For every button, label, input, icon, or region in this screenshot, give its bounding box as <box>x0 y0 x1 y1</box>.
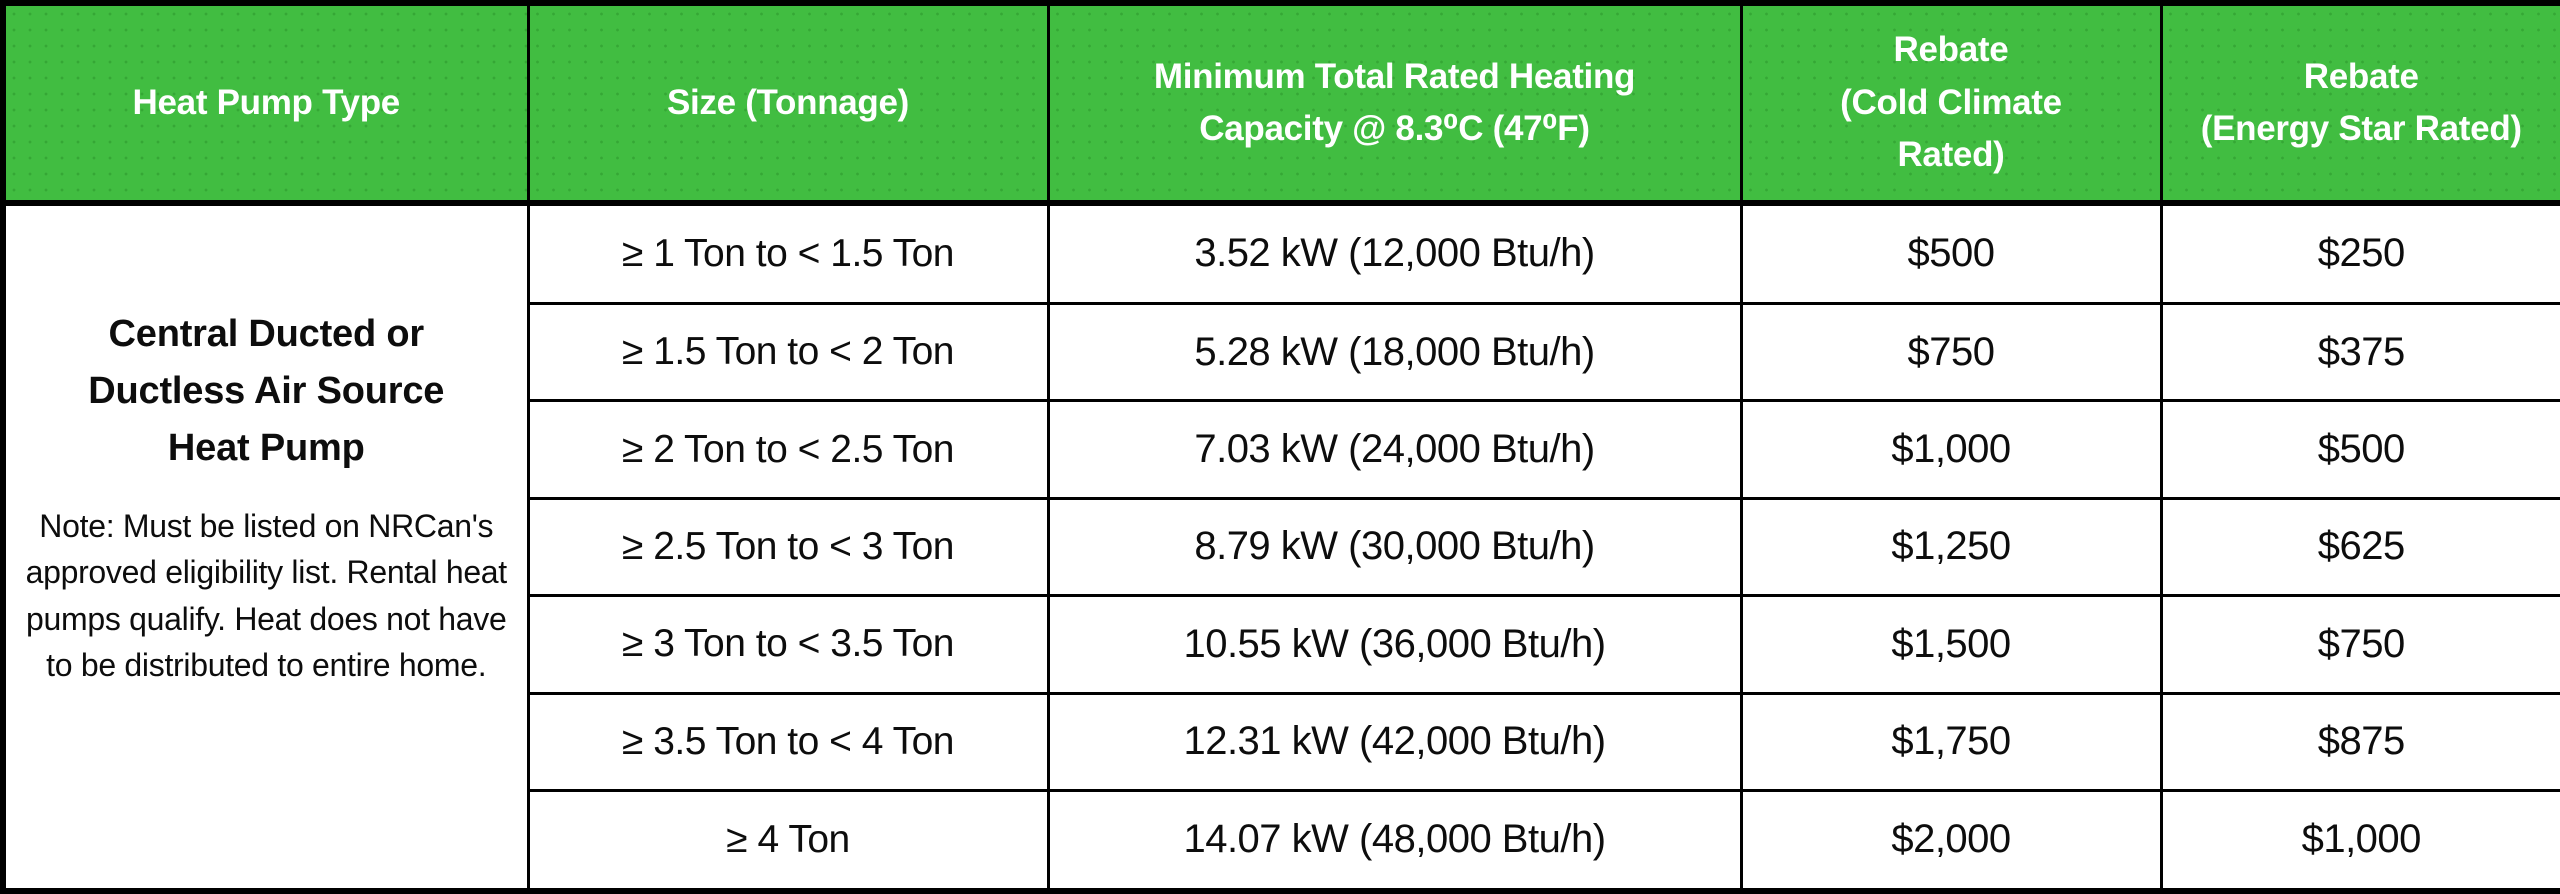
rebate-cold-climate-cell: $1,750 <box>1739 691 2163 792</box>
header-line: Minimum Total Rated Heating <box>1153 56 1636 96</box>
table-row: ≥ 3.5 Ton to < 4 Ton 12.31 kW (42,000 Bt… <box>3 691 2560 792</box>
size-cell: ≥ 1.5 Ton to < 2 Ton <box>526 301 1050 403</box>
size-cell: ≥ 2 Ton to < 2.5 Ton <box>526 399 1050 500</box>
rebate-energy-star-cell: $500 <box>2159 399 2560 500</box>
header-line: Capacity @ 8.3⁰C (47⁰F) <box>1199 109 1590 148</box>
header-line: Rebate <box>1893 30 2009 70</box>
capacity-cell: 5.28 kW (18,000 Btu/h) <box>1046 301 1743 403</box>
col-header-rebate-energy-star: Rebate (Energy Star Rated) <box>2159 1 2560 206</box>
capacity-cell: 12.31 kW (42,000 Btu/h) <box>1046 691 1743 792</box>
header-line: (Cold Climate <box>1840 82 2062 122</box>
rebate-cold-climate-cell: $1,000 <box>1739 399 2163 500</box>
size-cell: ≥ 3.5 Ton to < 4 Ton <box>526 691 1050 792</box>
size-cell: ≥ 3 Ton to < 3.5 Ton <box>526 594 1050 695</box>
table-row: ≥ 1.5 Ton to < 2 Ton 5.28 kW (18,000 Btu… <box>3 301 2560 403</box>
capacity-cell: 10.55 kW (36,000 Btu/h) <box>1046 594 1743 695</box>
size-cell: ≥ 1 Ton to < 1.5 Ton <box>526 201 1050 305</box>
header-line: Rebate <box>2303 56 2419 96</box>
col-header-min-heating-capacity: Minimum Total Rated Heating Capacity @ 8… <box>1046 1 1743 206</box>
rebate-cold-climate-cell: $750 <box>1739 301 2163 403</box>
rebate-energy-star-cell: $250 <box>2159 201 2560 305</box>
rebate-cold-climate-cell: $500 <box>1739 201 2163 305</box>
rebate-cold-climate-cell: $1,250 <box>1739 496 2163 598</box>
col-header-rebate-cold-climate: Rebate (Cold Climate Rated) <box>1739 1 2163 206</box>
size-cell: ≥ 4 Ton <box>526 788 1050 893</box>
capacity-cell: 3.52 kW (12,000 Btu/h) <box>1046 201 1743 305</box>
size-cell: ≥ 2.5 Ton to < 3 Ton <box>526 496 1050 598</box>
capacity-cell: 14.07 kW (48,000 Btu/h) <box>1046 788 1743 893</box>
table-header-row: Heat Pump Type Size (Tonnage) Minimum To… <box>1 1 2560 206</box>
rebate-energy-star-cell: $375 <box>2159 301 2560 403</box>
heat-pump-type-cell: Central Ducted or Ductless Air Source He… <box>1 201 530 893</box>
rebate-cold-climate-cell: $2,000 <box>1739 788 2163 893</box>
col-header-size-tonnage: Size (Tonnage) <box>526 1 1050 206</box>
heat-pump-type-title: Central Ducted or Ductless Air Source He… <box>88 313 445 470</box>
table-row: ≥ 4 Ton 14.07 kW (48,000 Btu/h) $2,000 $… <box>3 788 2560 893</box>
rebate-energy-star-cell: $1,000 <box>2159 788 2560 893</box>
rebate-energy-star-cell: $875 <box>2159 691 2560 792</box>
header-line: Rated) <box>1897 135 2005 175</box>
header-line: Heat Pump Type <box>132 82 401 122</box>
col-header-heat-pump-type: Heat Pump Type <box>1 1 530 206</box>
table-row: ≥ 2.5 Ton to < 3 Ton 8.79 kW (30,000 Btu… <box>3 496 2560 598</box>
rebate-energy-star-cell: $750 <box>2159 594 2560 695</box>
table-row: Central Ducted or Ductless Air Source He… <box>1 201 2560 893</box>
table-row: ≥ 2 Ton to < 2.5 Ton 7.03 kW (24,000 Btu… <box>3 399 2560 500</box>
header-line: (Energy Star Rated) <box>2200 109 2522 148</box>
capacity-cell: 7.03 kW (24,000 Btu/h) <box>1046 399 1743 500</box>
header-line: Size (Tonnage) <box>666 82 910 122</box>
heat-pump-type-note: Note: Must be listed on NRCan's approved… <box>25 508 508 683</box>
rebate-cold-climate-cell: $1,500 <box>1739 594 2163 695</box>
capacity-cell: 8.79 kW (30,000 Btu/h) <box>1046 496 1743 598</box>
rebate-energy-star-cell: $625 <box>2159 496 2560 598</box>
table-row: ≥ 3 Ton to < 3.5 Ton 10.55 kW (36,000 Bt… <box>3 594 2560 695</box>
